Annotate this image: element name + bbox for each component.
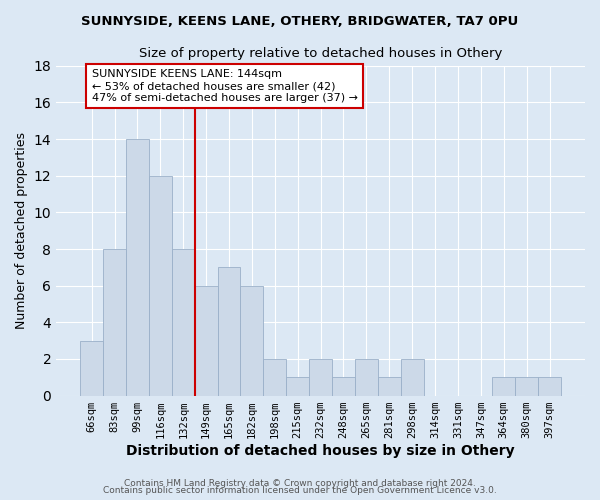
Bar (515, 378, 538, 396)
Text: Contains HM Land Registry data © Crown copyright and database right 2024.: Contains HM Land Registry data © Crown c… (124, 478, 476, 488)
Bar (218, 268, 241, 396)
Bar (80, 340, 103, 396)
Text: SUNNYSIDE KEENS LANE: 144sqm
← 53% of detached houses are smaller (42)
47% of se: SUNNYSIDE KEENS LANE: 144sqm ← 53% of de… (92, 70, 358, 102)
Bar (378, 378, 401, 396)
Text: SUNNYSIDE, KEENS LANE, OTHERY, BRIDGWATER, TA7 0PU: SUNNYSIDE, KEENS LANE, OTHERY, BRIDGWATE… (82, 15, 518, 28)
Bar (401, 359, 424, 396)
X-axis label: Distribution of detached houses by size in Othery: Distribution of detached houses by size … (126, 444, 515, 458)
Title: Size of property relative to detached houses in Othery: Size of property relative to detached ho… (139, 48, 502, 60)
Bar (332, 378, 355, 396)
Bar (241, 286, 263, 396)
Bar (492, 378, 515, 396)
Bar (355, 359, 378, 396)
Bar (538, 378, 561, 396)
Bar (194, 286, 218, 396)
Bar (103, 249, 126, 396)
Text: Contains public sector information licensed under the Open Government Licence v3: Contains public sector information licen… (103, 486, 497, 495)
Y-axis label: Number of detached properties: Number of detached properties (15, 132, 28, 329)
Bar (286, 378, 309, 396)
Bar (263, 359, 286, 396)
Bar (172, 249, 194, 396)
Bar (126, 139, 149, 396)
Bar (309, 359, 332, 396)
Bar (149, 176, 172, 396)
